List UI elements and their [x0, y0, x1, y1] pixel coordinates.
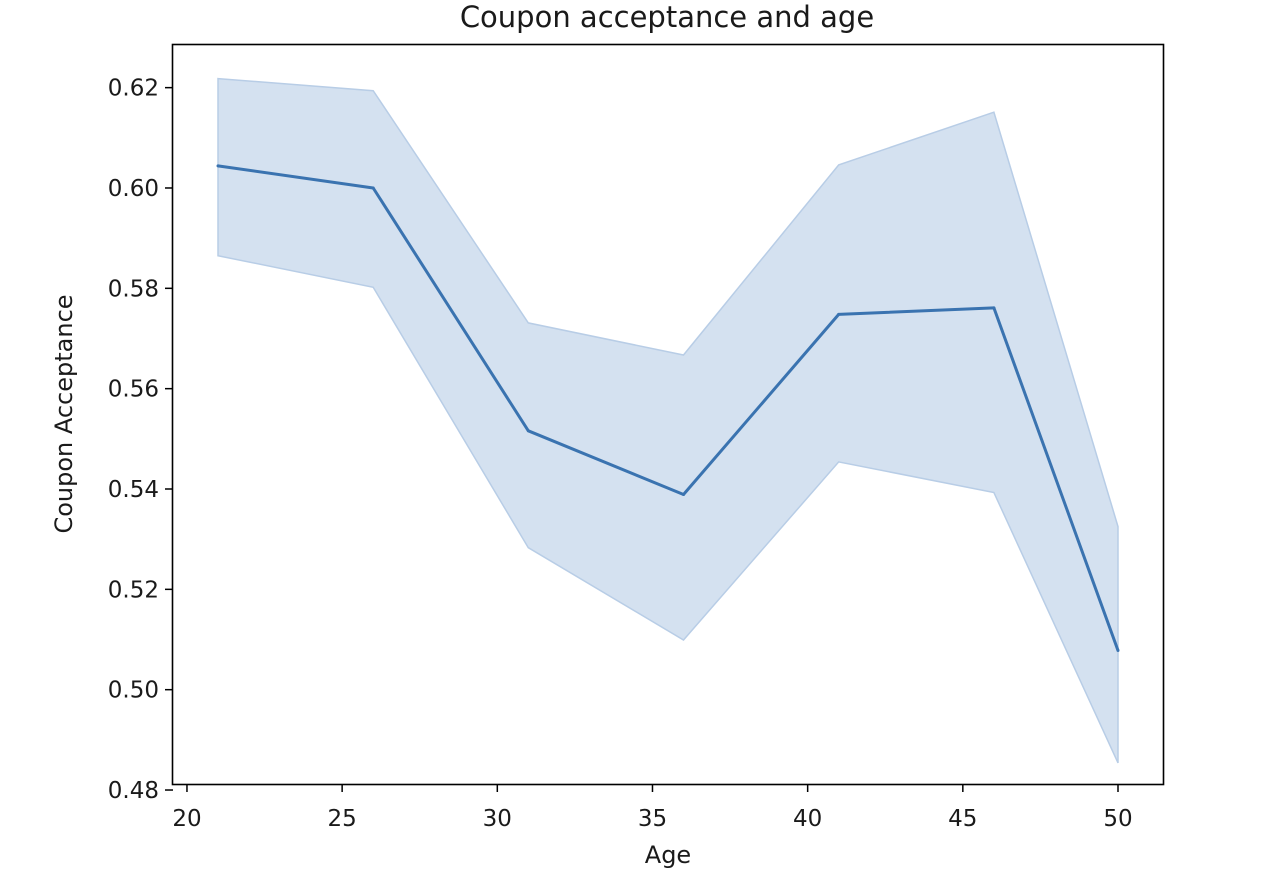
data-point — [1116, 649, 1120, 652]
y-tick-label: 0.54 — [108, 477, 159, 503]
x-axis-label: Age — [645, 841, 691, 869]
y-axis-label: Coupon Acceptance — [50, 294, 78, 533]
y-tick-label: 0.60 — [108, 176, 159, 202]
y-tick-label: 0.52 — [108, 577, 159, 603]
y-tick-label: 0.58 — [108, 276, 159, 302]
data-point — [837, 312, 841, 316]
y-tick-label: 0.50 — [108, 678, 159, 704]
y-tick-label: 0.48 — [108, 778, 159, 804]
chart-title: Coupon acceptance and age — [460, 0, 874, 34]
x-axis-ticks: 20 25 30 35 40 45 50 — [172, 784, 1133, 832]
data-point — [682, 493, 685, 496]
x-tick-label: 50 — [1103, 806, 1132, 832]
plot-area — [216, 77, 1120, 764]
y-tick-label: 0.62 — [108, 76, 159, 102]
x-tick-label: 45 — [948, 806, 977, 832]
y-tick-label: 0.56 — [108, 377, 159, 403]
x-tick-label: 30 — [483, 806, 512, 832]
data-point — [371, 186, 375, 190]
x-tick-label: 20 — [172, 806, 201, 832]
x-tick-label: 25 — [327, 806, 356, 832]
data-point — [526, 429, 530, 433]
axes-frame — [171, 43, 1165, 786]
x-tick-label: 35 — [638, 806, 667, 832]
data-point — [992, 306, 996, 310]
y-axis-ticks: 0.48 0.50 0.52 0.54 0.56 0.58 0.60 0.62 — [108, 76, 173, 804]
data-point — [216, 164, 220, 168]
x-tick-label: 40 — [793, 806, 822, 832]
confidence-band-0 — [217, 77, 1119, 764]
